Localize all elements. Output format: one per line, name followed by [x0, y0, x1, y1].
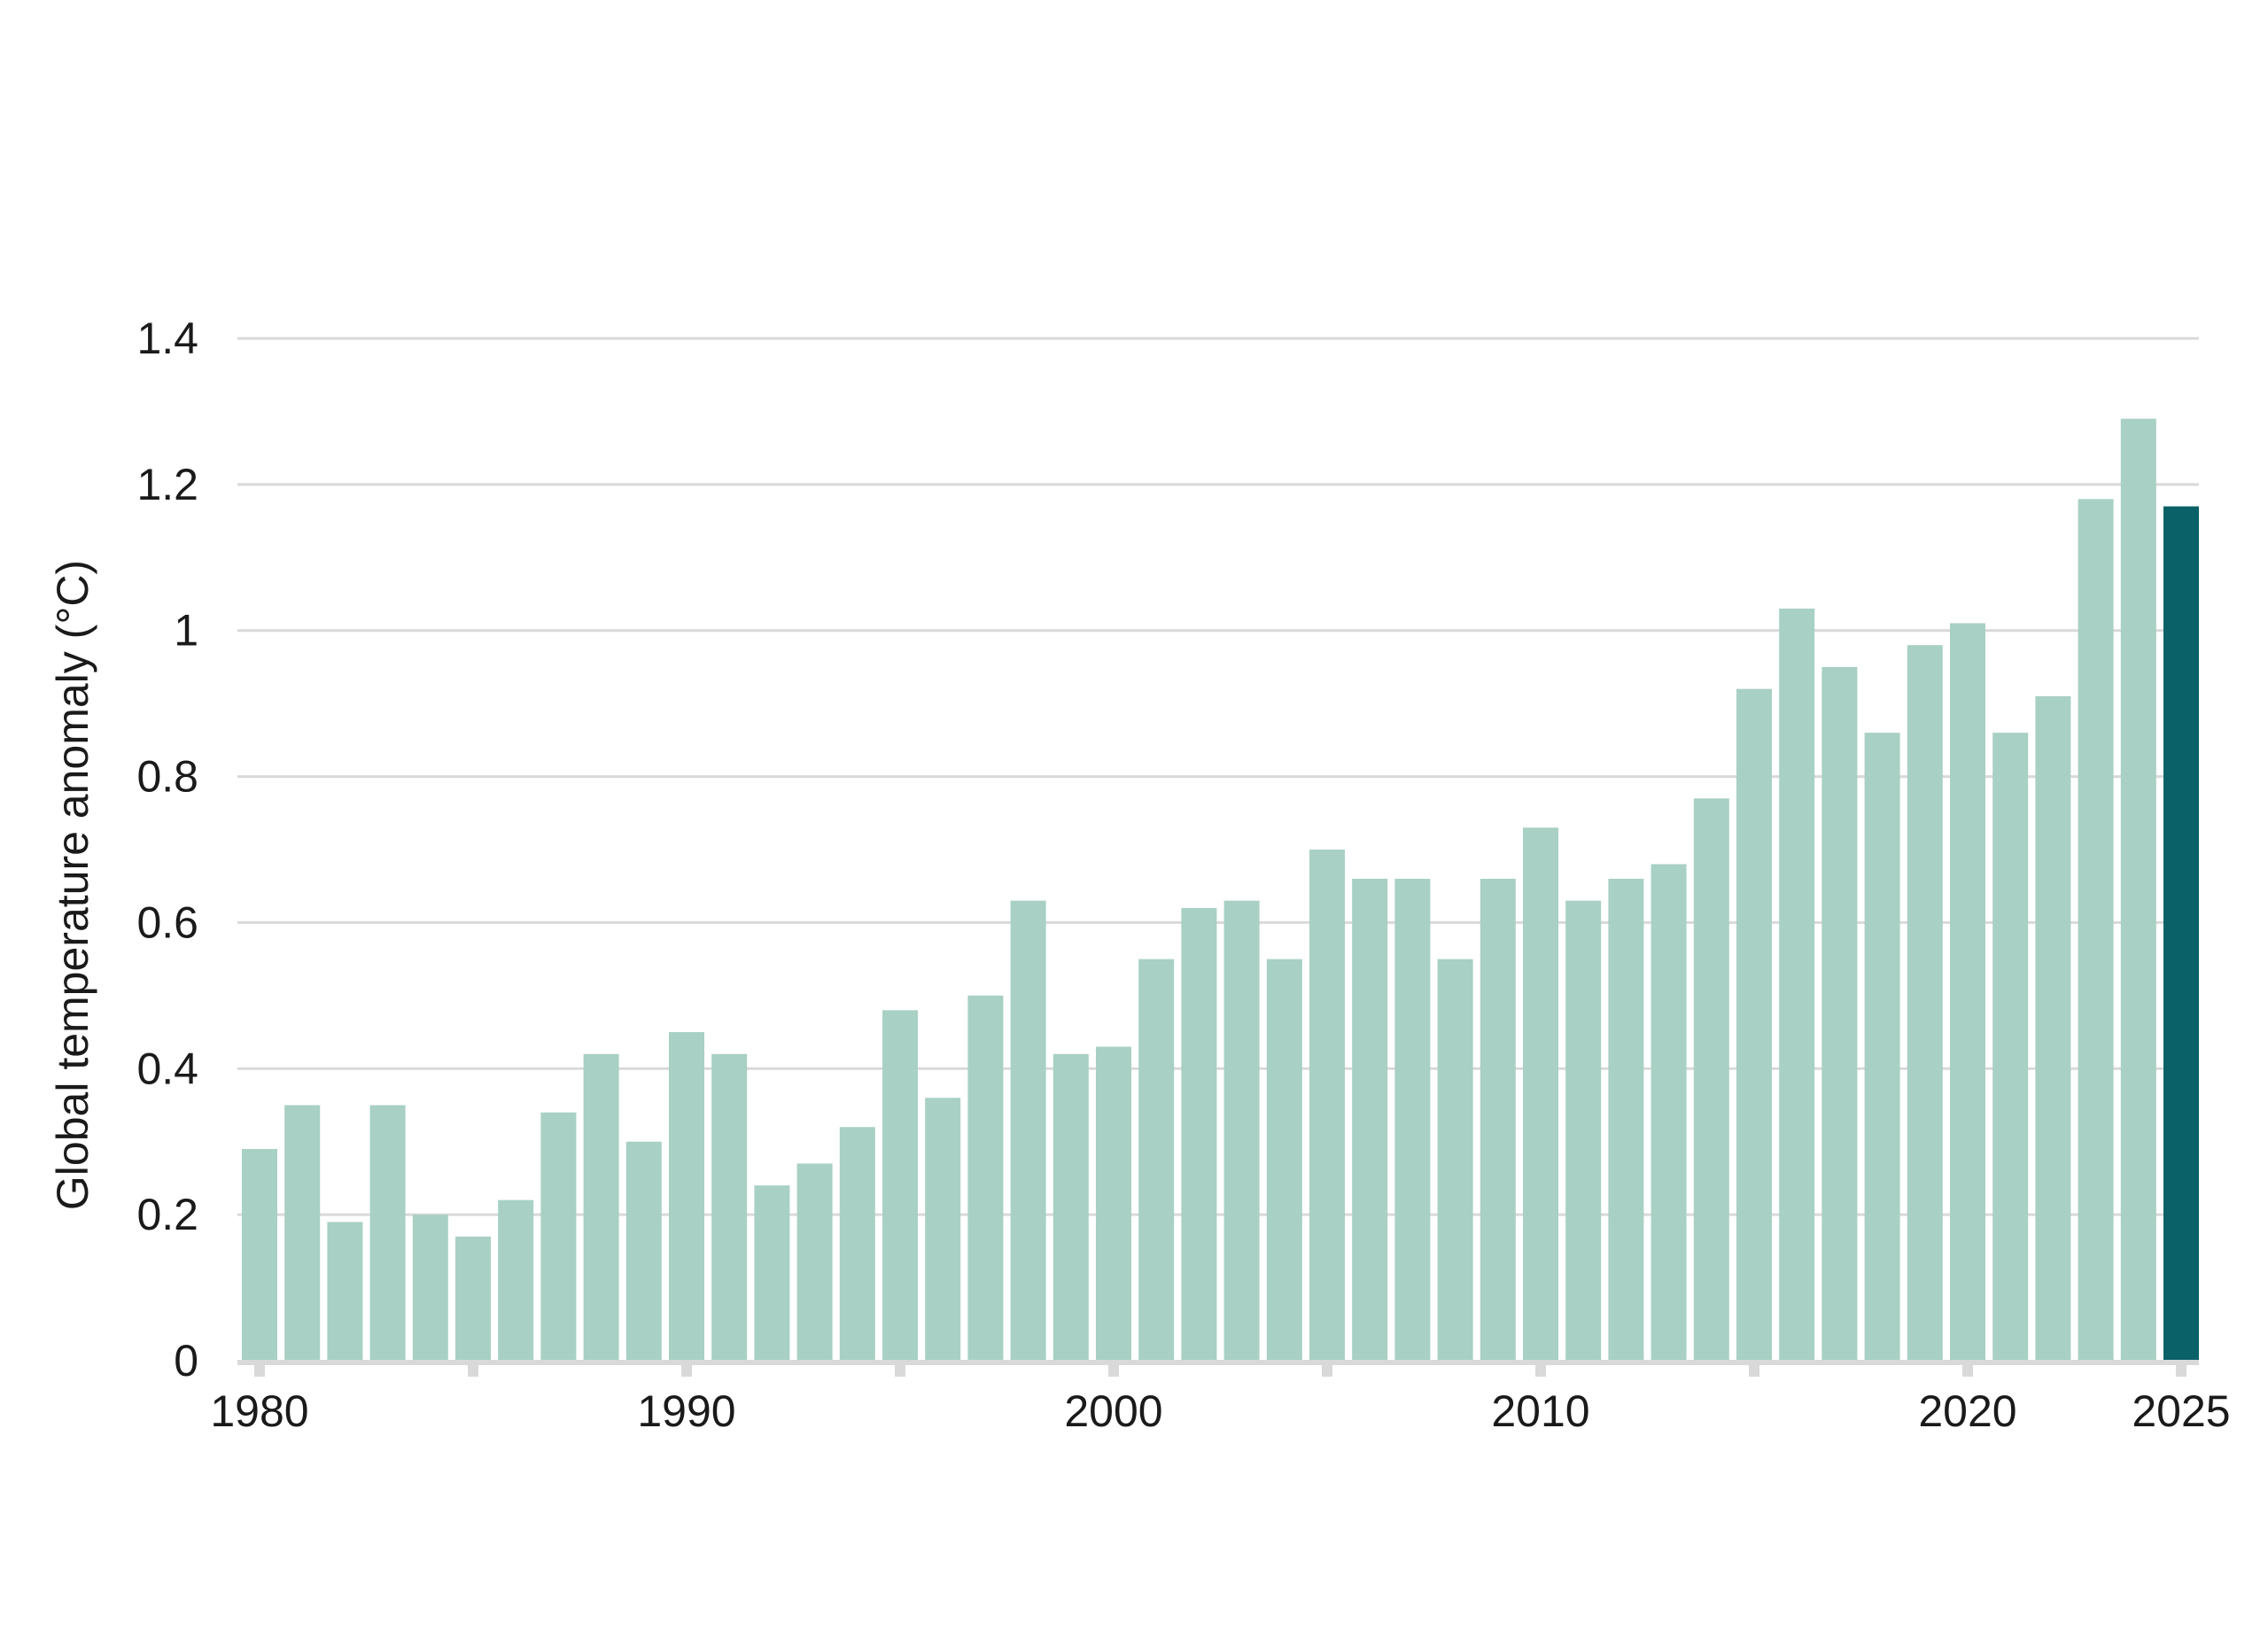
bar-2012: [1608, 878, 1644, 1361]
y-tick-label: 0.4: [136, 1044, 198, 1093]
bar-2005: [1309, 850, 1345, 1361]
bar-2001: [1138, 959, 1175, 1361]
x-tick-label: 1990: [637, 1386, 735, 1436]
bar-2003: [1223, 900, 1260, 1361]
x-axis: [237, 1360, 2199, 1377]
y-tick-labels: 0 0.2 0.4 0.6 0.8 1 1.2 1.4: [136, 314, 198, 1386]
bar-2021: [1992, 733, 2029, 1361]
bar-2020: [1950, 623, 1985, 1361]
bar-1997: [967, 995, 1004, 1361]
x-tick-mark: [1108, 1364, 1119, 1377]
bar-2024: [2120, 418, 2156, 1362]
x-tick-labels: 1980 1990 2000 2010 2020 2025: [210, 1386, 2230, 1436]
bar-1995: [882, 1010, 918, 1361]
y-tick-label: 1.2: [136, 460, 198, 509]
x-tick-label: 2000: [1064, 1386, 1162, 1436]
bar-1986: [498, 1199, 534, 1361]
bar-1991: [711, 1053, 748, 1361]
bar-2006: [1352, 878, 1388, 1361]
bar-2014: [1693, 798, 1729, 1361]
bar-1982: [327, 1222, 363, 1361]
bar-2008: [1437, 959, 1473, 1361]
bar-1999: [1052, 1053, 1089, 1361]
x-tick-label: 1980: [210, 1386, 308, 1436]
y-tick-label: 1.4: [136, 314, 198, 363]
bar-2017: [1821, 666, 1858, 1361]
bar-1988: [583, 1053, 619, 1361]
bar-2019: [1907, 645, 1943, 1361]
bar-1984: [412, 1215, 448, 1361]
x-tick-mark: [1749, 1364, 1759, 1377]
x-tick-mark: [1962, 1364, 1973, 1377]
x-tick-mark: [2176, 1364, 2186, 1377]
x-tick-label: 2020: [1918, 1386, 2016, 1436]
bar-1989: [625, 1141, 662, 1361]
bar-2023: [2078, 499, 2114, 1361]
gridlines: [237, 337, 2199, 1216]
bar-2007: [1394, 878, 1431, 1361]
x-tick-mark: [254, 1364, 265, 1377]
x-tick-mark: [895, 1364, 905, 1377]
bar-2016: [1779, 608, 1815, 1361]
x-tick-mark: [681, 1364, 692, 1377]
bar-2000: [1096, 1046, 1131, 1361]
bar-1990: [669, 1032, 704, 1361]
bar-1981: [284, 1105, 321, 1361]
bar-2013: [1651, 864, 1687, 1361]
bar-2004: [1266, 959, 1302, 1361]
x-tick-label: 2010: [1491, 1386, 1589, 1436]
bar-1980: [242, 1148, 277, 1361]
bar-1983: [369, 1105, 406, 1361]
y-tick-label: 0.6: [136, 897, 198, 947]
x-tick-mark: [468, 1364, 478, 1377]
bar-2009: [1480, 878, 1516, 1361]
bar-2018: [1864, 733, 1900, 1361]
x-tick-mark: [1535, 1364, 1546, 1377]
bar-2010: [1523, 827, 1558, 1361]
x-tick-mark: [1322, 1364, 1332, 1377]
y-tick-label: 0.2: [136, 1190, 198, 1239]
bar-1985: [455, 1236, 491, 1361]
bar-2025: [2163, 506, 2199, 1361]
bar-1998: [1010, 900, 1046, 1361]
bars: [242, 418, 2199, 1362]
y-tick-label: 0: [174, 1336, 198, 1386]
bar-1993: [796, 1163, 833, 1361]
bar-2002: [1181, 907, 1217, 1361]
x-tick-label: 2025: [2132, 1386, 2230, 1436]
bar-2011: [1565, 900, 1602, 1361]
bar-1994: [839, 1127, 875, 1361]
bar-1987: [540, 1112, 577, 1361]
y-tick-label: 0.8: [136, 752, 198, 802]
bar-2015: [1736, 688, 1772, 1361]
bar-1992: [754, 1185, 790, 1361]
y-axis-label: Global temperature anomaly (°C): [48, 560, 97, 1210]
y-tick-label: 1: [174, 606, 198, 656]
bar-2022: [2035, 695, 2071, 1361]
bar-1996: [925, 1098, 961, 1361]
